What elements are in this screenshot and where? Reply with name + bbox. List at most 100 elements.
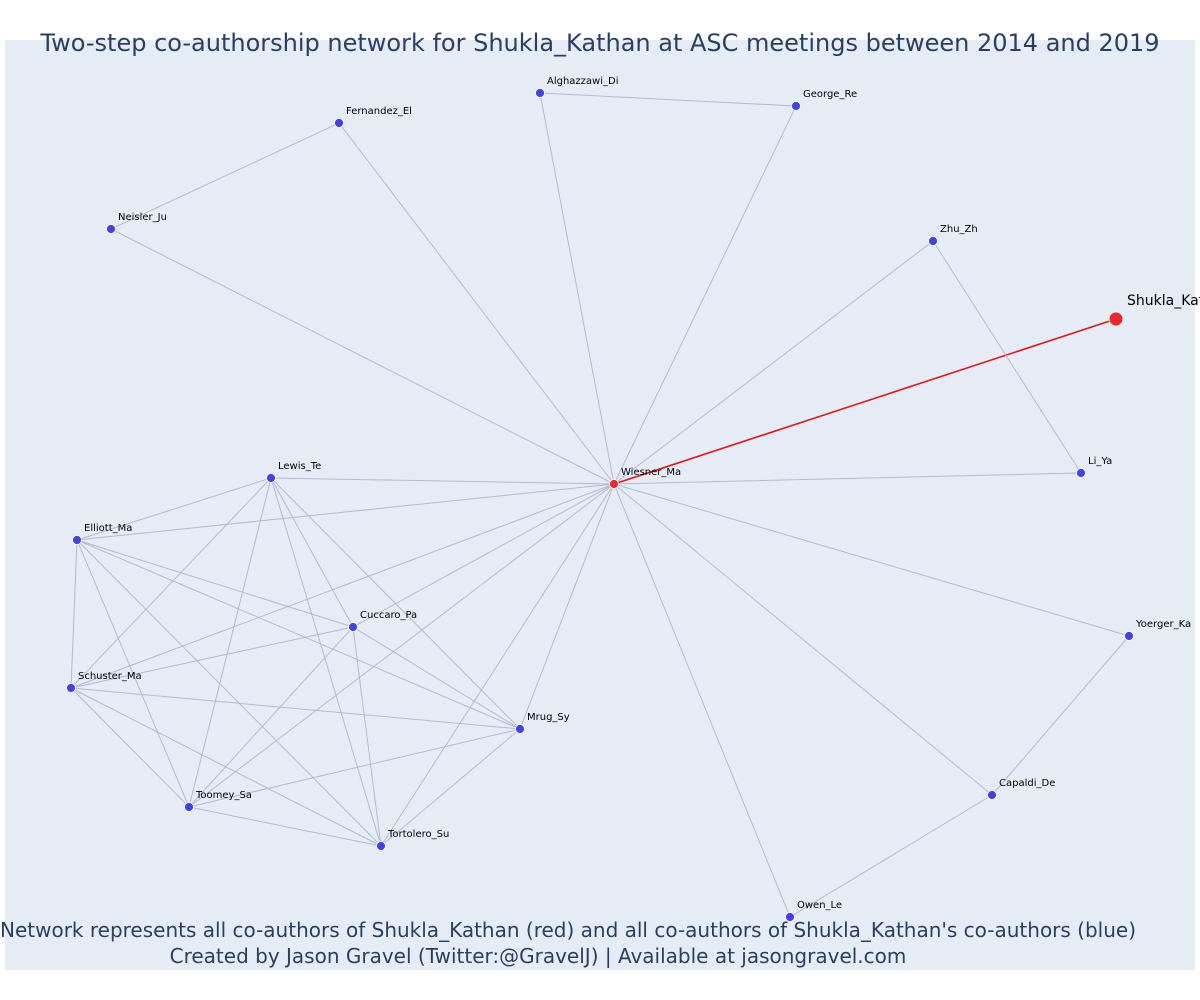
edge-Toomey_Sa-Tortolero_Su xyxy=(188,806,382,847)
node-marker[interactable] xyxy=(785,912,795,922)
edge-Cuccaro_Pa-Tortolero_Su xyxy=(352,626,382,847)
chart-caption: Network represents all co-authors of Shu… xyxy=(0,917,1137,969)
edge-Elliott_Ma-Mrug_Sy xyxy=(76,539,521,730)
node-Fernandez_El[interactable]: Fernandez_El xyxy=(334,106,412,128)
node-Neisler_Ju[interactable]: Neisler_Ju xyxy=(106,212,167,234)
edge-Wiesner_Ma-Zhu_Zh xyxy=(613,240,934,485)
node-label: Alghazzawi_Di xyxy=(547,76,619,87)
edge-Lewis_Te-Cuccaro_Pa xyxy=(270,477,354,628)
edge-Fernandez_El-Neisler_Ju xyxy=(110,122,340,230)
chart-title: Two-step co-authorship network for Shukl… xyxy=(40,29,1160,57)
node-marker[interactable] xyxy=(66,683,76,693)
edge-Wiesner_Ma-Schuster_Ma xyxy=(70,483,615,689)
node-marker[interactable] xyxy=(1124,631,1134,641)
node-Wiesner_Ma[interactable]: Wiesner_Ma xyxy=(609,467,682,489)
node-Yoerger_Ka[interactable]: Yoerger_Ka xyxy=(1124,619,1192,641)
node-label: Mrug_Sy xyxy=(527,712,570,723)
edge-Mrug_Sy-Toomey_Sa xyxy=(188,728,521,808)
node-Zhu_Zh[interactable]: Zhu_Zh xyxy=(928,224,978,246)
edge-Lewis_Te-Schuster_Ma xyxy=(70,477,272,689)
node-label: Lewis_Te xyxy=(278,461,321,472)
node-label: Owen_Le xyxy=(797,900,842,911)
node-Shukla_Kathan[interactable]: Shukla_Kathan xyxy=(1108,293,1200,327)
node-label: Toomey_Sa xyxy=(195,790,252,801)
node-marker[interactable] xyxy=(334,118,344,128)
node-Schuster_Ma[interactable]: Schuster_Ma xyxy=(66,671,142,693)
edge-Capaldi_De-Owen_Le xyxy=(789,794,993,918)
node-George_Re[interactable]: George_Re xyxy=(791,89,858,111)
node-marker[interactable] xyxy=(1108,311,1124,327)
node-Toomey_Sa[interactable]: Toomey_Sa xyxy=(184,790,252,812)
edge-Schuster_Ma-Tortolero_Su xyxy=(70,687,382,847)
edge-Elliott_Ma-Toomey_Sa xyxy=(76,539,190,808)
node-marker[interactable] xyxy=(376,841,386,851)
node-marker[interactable] xyxy=(72,535,82,545)
edge-Zhu_Zh-Li_Ya xyxy=(932,240,1082,474)
node-label: Fernandez_El xyxy=(346,106,412,117)
caption-line-1: Network represents all co-authors of Shu… xyxy=(0,918,1137,942)
edge-Cuccaro_Pa-Toomey_Sa xyxy=(188,626,354,808)
node-marker[interactable] xyxy=(106,224,116,234)
node-label: Elliott_Ma xyxy=(84,523,132,534)
node-marker[interactable] xyxy=(535,88,545,98)
node-label: Zhu_Zh xyxy=(940,224,978,235)
node-label: Wiesner_Ma xyxy=(621,467,681,478)
node-Alghazzawi_Di[interactable]: Alghazzawi_Di xyxy=(535,76,619,98)
node-label: Yoerger_Ka xyxy=(1135,619,1191,630)
node-layer: Shukla_Kathan Wiesner_Ma Alghazzawi_Di Geor… xyxy=(66,76,1200,922)
edge-Wiesner_Ma-Lewis_Te xyxy=(270,477,615,485)
edge-Mrug_Sy-Tortolero_Su xyxy=(380,728,521,847)
node-label: Tortolero_Su xyxy=(387,829,449,840)
node-marker[interactable] xyxy=(348,622,358,632)
node-Owen_Le[interactable]: Owen_Le xyxy=(785,900,843,922)
edge-Wiesner_Ma-Tortolero_Su xyxy=(380,483,615,847)
edge-Wiesner_Ma-Owen_Le xyxy=(613,483,791,918)
edge-Wiesner_Ma-Fernandez_El xyxy=(338,122,615,485)
node-marker[interactable] xyxy=(266,473,276,483)
node-label: Neisler_Ju xyxy=(118,212,167,223)
edge-Lewis_Te-Toomey_Sa xyxy=(188,477,272,808)
node-Lewis_Te[interactable]: Lewis_Te xyxy=(266,461,322,483)
node-marker[interactable] xyxy=(928,236,938,246)
edge-Yoerger_Ka-Capaldi_De xyxy=(991,635,1130,796)
node-Cuccaro_Pa[interactable]: Cuccaro_Pa xyxy=(348,610,418,632)
edge-Elliott_Ma-Schuster_Ma xyxy=(70,539,78,689)
node-marker[interactable] xyxy=(1076,468,1086,478)
edge-Wiesner_Ma-George_Re xyxy=(613,105,797,485)
edge-Wiesner_Ma-Mrug_Sy xyxy=(519,483,615,730)
node-Capaldi_De[interactable]: Capaldi_De xyxy=(987,778,1056,800)
edge-layer xyxy=(70,92,1130,918)
edge-Lewis_Te-Mrug_Sy xyxy=(270,477,521,730)
node-marker[interactable] xyxy=(791,101,801,111)
edge-Wiesner_Ma-Capaldi_De xyxy=(613,483,993,796)
node-Tortolero_Su[interactable]: Tortolero_Su xyxy=(376,829,450,851)
node-marker[interactable] xyxy=(609,479,619,489)
node-Li_Ya[interactable]: Li_Ya xyxy=(1076,456,1113,478)
node-label: George_Re xyxy=(803,89,857,100)
edge-Schuster_Ma-Mrug_Sy xyxy=(70,687,521,730)
node-marker[interactable] xyxy=(184,802,194,812)
node-marker[interactable] xyxy=(987,790,997,800)
edge-Cuccaro_Pa-Schuster_Ma xyxy=(70,626,354,689)
edge-Wiesner_Ma-Yoerger_Ka xyxy=(613,483,1130,637)
edge-Elliott_Ma-Cuccaro_Pa xyxy=(76,539,354,628)
edge-Wiesner_Ma-Cuccaro_Pa xyxy=(352,483,615,628)
edge-Schuster_Ma-Toomey_Sa xyxy=(70,687,190,808)
node-Elliott_Ma[interactable]: Elliott_Ma xyxy=(72,523,133,545)
node-marker[interactable] xyxy=(515,724,525,734)
node-label: Cuccaro_Pa xyxy=(360,610,417,621)
edge-Alghazzawi_Di-George_Re xyxy=(539,92,797,107)
node-Mrug_Sy[interactable]: Mrug_Sy xyxy=(515,712,570,734)
caption-line-2: Created by Jason Gravel (Twitter:@Gravel… xyxy=(169,944,907,968)
edge-Lewis_Te-Elliott_Ma xyxy=(76,477,272,541)
edge-Wiesner_Ma-Neisler_Ju xyxy=(110,228,615,485)
node-label: Capaldi_De xyxy=(999,778,1055,789)
node-label: Li_Ya xyxy=(1088,456,1112,467)
edge-Wiesner_Ma-Elliott_Ma xyxy=(76,483,615,541)
edge-Lewis_Te-Tortolero_Su xyxy=(270,477,382,847)
edge-Wiesner_Ma-Toomey_Sa xyxy=(188,483,615,808)
edge-Elliott_Ma-Tortolero_Su xyxy=(76,539,382,847)
node-label: Shukla_Kathan xyxy=(1127,293,1200,309)
edge-Shukla_Kathan-Wiesner_Ma xyxy=(613,318,1117,485)
